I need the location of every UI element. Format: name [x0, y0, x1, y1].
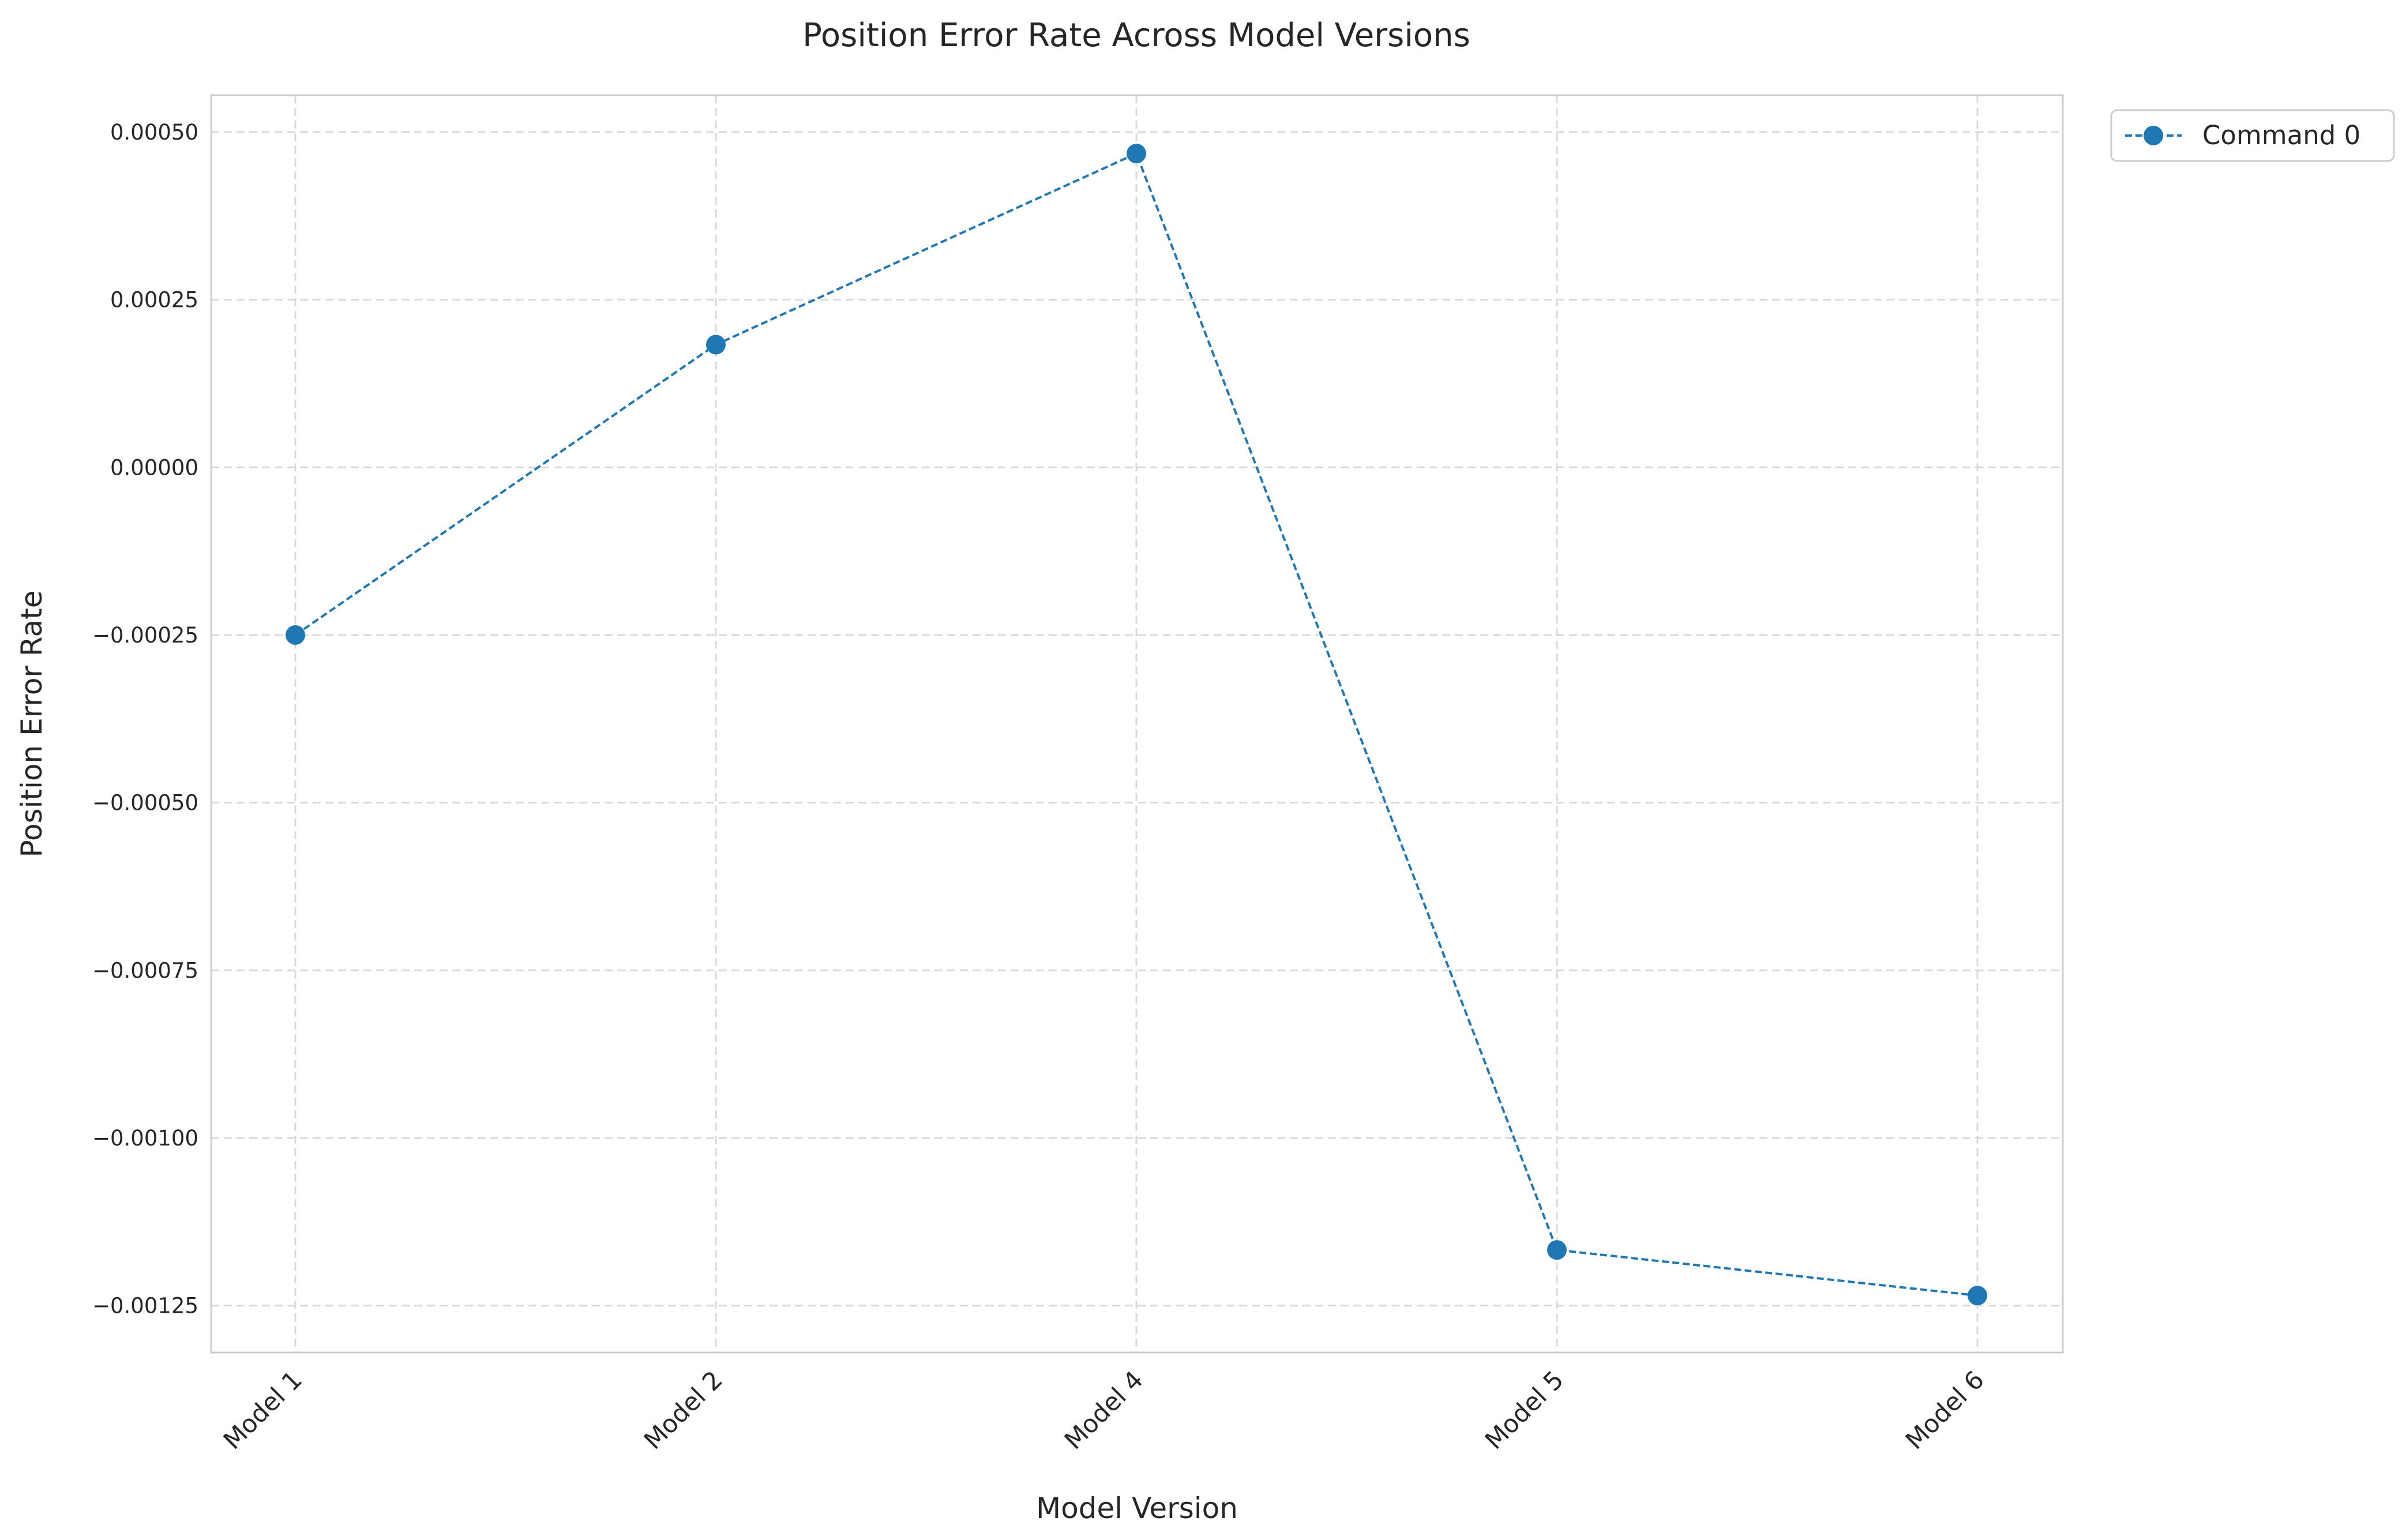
data-point	[1127, 144, 1146, 164]
legend-marker	[2144, 126, 2163, 145]
y-tick-label: −0.00100	[92, 1126, 198, 1151]
y-tick-label: −0.00075	[92, 958, 198, 983]
legend-box	[2110, 109, 2395, 162]
x-tick-label: Model 6	[1900, 1365, 1990, 1455]
y-tick-label: 0.00050	[110, 120, 198, 145]
x-axis-ticks: Model 1 Model 2 Model 4 Model 5 Model 6	[218, 1365, 1990, 1455]
y-tick-label: −0.00025	[92, 623, 198, 648]
chart-title: Position Error Rate Across Model Version…	[802, 17, 1470, 54]
y-tick-label: −0.00125	[92, 1294, 198, 1319]
x-axis-label: Model Version	[1036, 1492, 1238, 1525]
x-tick-label: Model 2	[639, 1365, 729, 1455]
data-point	[286, 625, 305, 645]
legend-entry-command-0: Command 0	[2202, 120, 2360, 151]
y-axis-ticks: −0.00125 −0.00100 −0.00075 −0.00050 −0.00025…	[92, 120, 198, 1319]
legend: Command 0	[2110, 109, 2395, 162]
x-tick-label: Model 1	[218, 1365, 308, 1455]
x-tick-label: Model 4	[1059, 1365, 1149, 1455]
plot-frame	[210, 94, 2064, 1354]
data-point	[1547, 1240, 1567, 1260]
data-point	[1968, 1286, 1987, 1306]
y-tick-label: 0.00000	[110, 455, 198, 480]
y-tick-label: −0.00050	[92, 791, 198, 816]
y-tick-label: 0.00025	[110, 288, 198, 313]
data-point	[706, 335, 726, 355]
x-tick-label: Model 5	[1480, 1365, 1570, 1455]
y-axis-label: Position Error Rate	[15, 591, 48, 858]
grid	[211, 95, 2063, 1353]
series-line	[294, 152, 1978, 1297]
series-command-0	[286, 144, 1987, 1306]
